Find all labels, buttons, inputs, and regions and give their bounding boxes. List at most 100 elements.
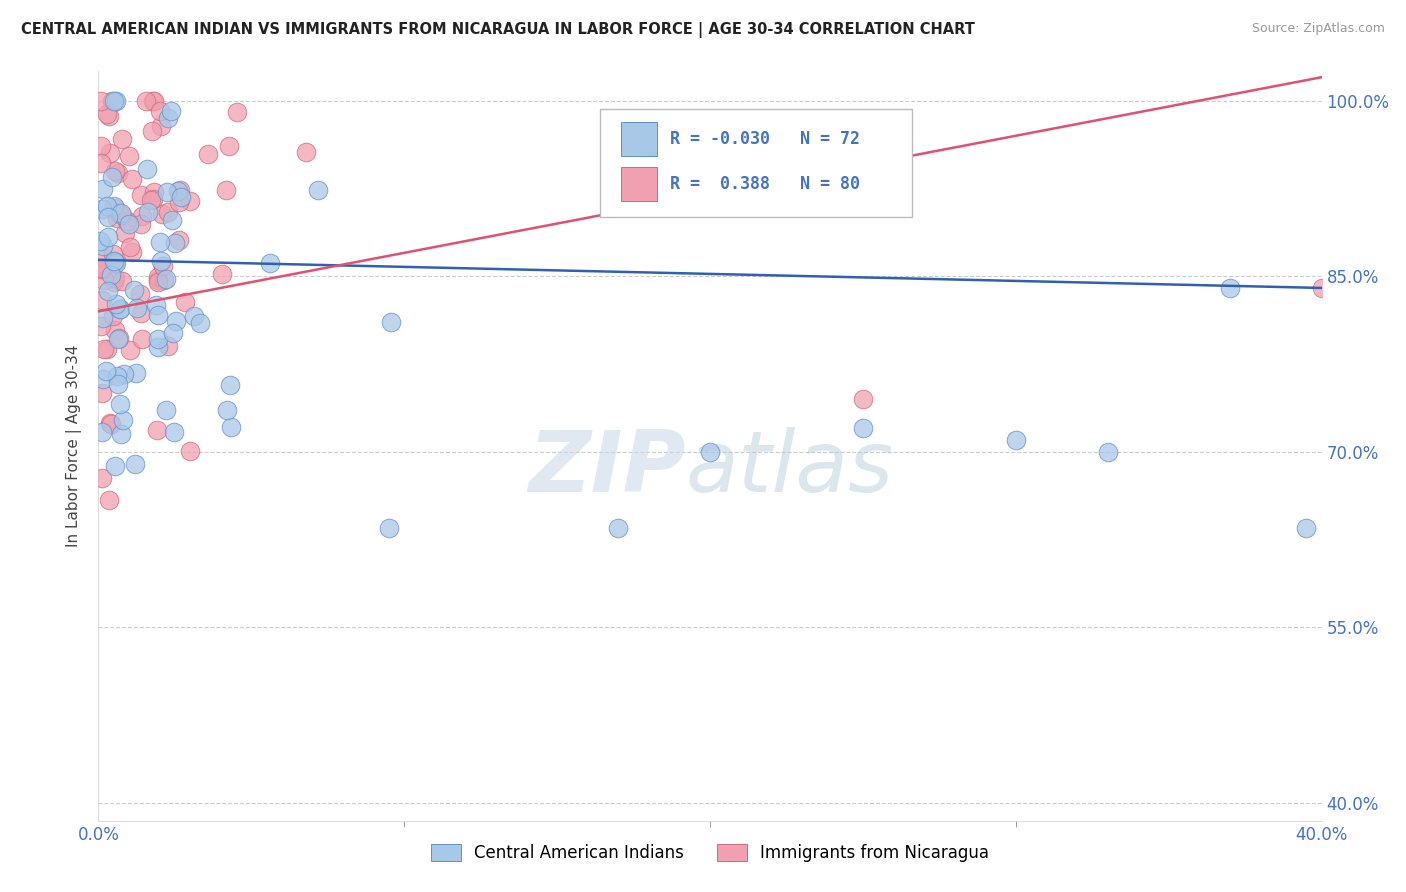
Point (97, 210, 120, 224)
Point (218, 138, 240, 153)
Point (197, 147, 219, 161)
Point (108, 301, 131, 316)
Point (121, 172, 143, 186)
Point (183, 309, 205, 323)
Point (93, 342, 115, 356)
Point (143, 94, 166, 108)
Point (129, 187, 152, 202)
Point (188, 317, 211, 331)
Point (112, 368, 135, 382)
Point (141, 124, 163, 138)
Point (91, 182, 114, 196)
Point (139, 193, 162, 207)
Point (93, 310, 115, 325)
Bar (620, 167, 658, 201)
Point (129, 287, 152, 301)
Point (110, 397, 132, 411)
Point (108, 302, 131, 317)
Point (105, 297, 128, 311)
Point (142, 192, 165, 206)
Point (146, 332, 169, 346)
Point (149, 103, 172, 118)
FancyBboxPatch shape (600, 109, 912, 218)
Point (91, 239, 114, 253)
Point (94, 364, 117, 378)
Point (173, 294, 195, 309)
Point (1310, 281, 1333, 295)
Text: R = -0.030   N = 72: R = -0.030 N = 72 (669, 130, 859, 148)
Point (103, 275, 125, 289)
Point (110, 205, 132, 219)
Point (122, 283, 145, 297)
Point (108, 206, 131, 220)
Point (136, 204, 159, 219)
Point (159, 104, 181, 119)
Point (160, 212, 183, 227)
Point (103, 247, 125, 261)
Point (156, 111, 179, 125)
Text: ZIP: ZIP (527, 427, 686, 510)
Point (97, 492, 120, 507)
Point (118, 239, 141, 253)
Point (94, 252, 117, 267)
Text: Source: ZipAtlas.com: Source: ZipAtlas.com (1251, 22, 1385, 36)
Point (852, 421, 875, 435)
Point (170, 190, 193, 204)
Point (100, 170, 122, 185)
Point (129, 217, 152, 231)
Point (105, 368, 128, 383)
Point (129, 306, 152, 320)
Point (179, 194, 201, 208)
Point (378, 521, 401, 535)
Point (167, 195, 190, 210)
Point (156, 338, 179, 352)
Point (307, 183, 329, 197)
Point (111, 274, 134, 288)
Legend: Central American Indians, Immigrants from Nicaragua: Central American Indians, Immigrants fro… (425, 837, 995, 869)
Text: R =  0.388   N = 80: R = 0.388 N = 80 (669, 175, 859, 193)
Point (117, 213, 139, 227)
Text: CENTRAL AMERICAN INDIAN VS IMMIGRANTS FROM NICARAGUA IN LABOR FORCE | AGE 30-34 : CENTRAL AMERICAN INDIAN VS IMMIGRANTS FR… (21, 22, 974, 38)
Point (101, 94, 124, 108)
Point (149, 254, 172, 268)
Y-axis label: In Labor Force | Age 30-34: In Labor Force | Age 30-34 (66, 344, 83, 548)
Point (105, 94, 128, 108)
Point (91, 471, 114, 485)
Point (111, 131, 134, 145)
Point (108, 331, 131, 345)
Point (100, 417, 122, 432)
Point (219, 419, 242, 434)
Point (90, 261, 112, 276)
Point (148, 340, 170, 354)
Point (145, 298, 167, 312)
Point (91, 385, 114, 400)
Point (146, 423, 169, 437)
Point (104, 164, 127, 178)
Point (699, 445, 721, 459)
Point (607, 521, 630, 535)
Point (218, 378, 240, 392)
Point (852, 392, 875, 407)
Point (118, 149, 141, 163)
Point (152, 273, 174, 287)
Point (91, 202, 114, 216)
Point (105, 211, 128, 226)
Point (121, 244, 143, 259)
Point (150, 207, 173, 221)
Point (107, 166, 129, 180)
Point (98, 416, 121, 430)
Point (124, 457, 146, 471)
Point (90, 293, 112, 307)
Point (155, 403, 177, 417)
Point (112, 413, 135, 427)
Point (155, 272, 177, 286)
Point (103, 254, 125, 268)
Point (90, 156, 112, 170)
Point (111, 208, 134, 222)
Point (98, 109, 121, 123)
Point (107, 377, 129, 392)
Point (1295, 521, 1317, 535)
Point (163, 425, 186, 439)
Point (215, 402, 238, 417)
Point (146, 272, 169, 286)
